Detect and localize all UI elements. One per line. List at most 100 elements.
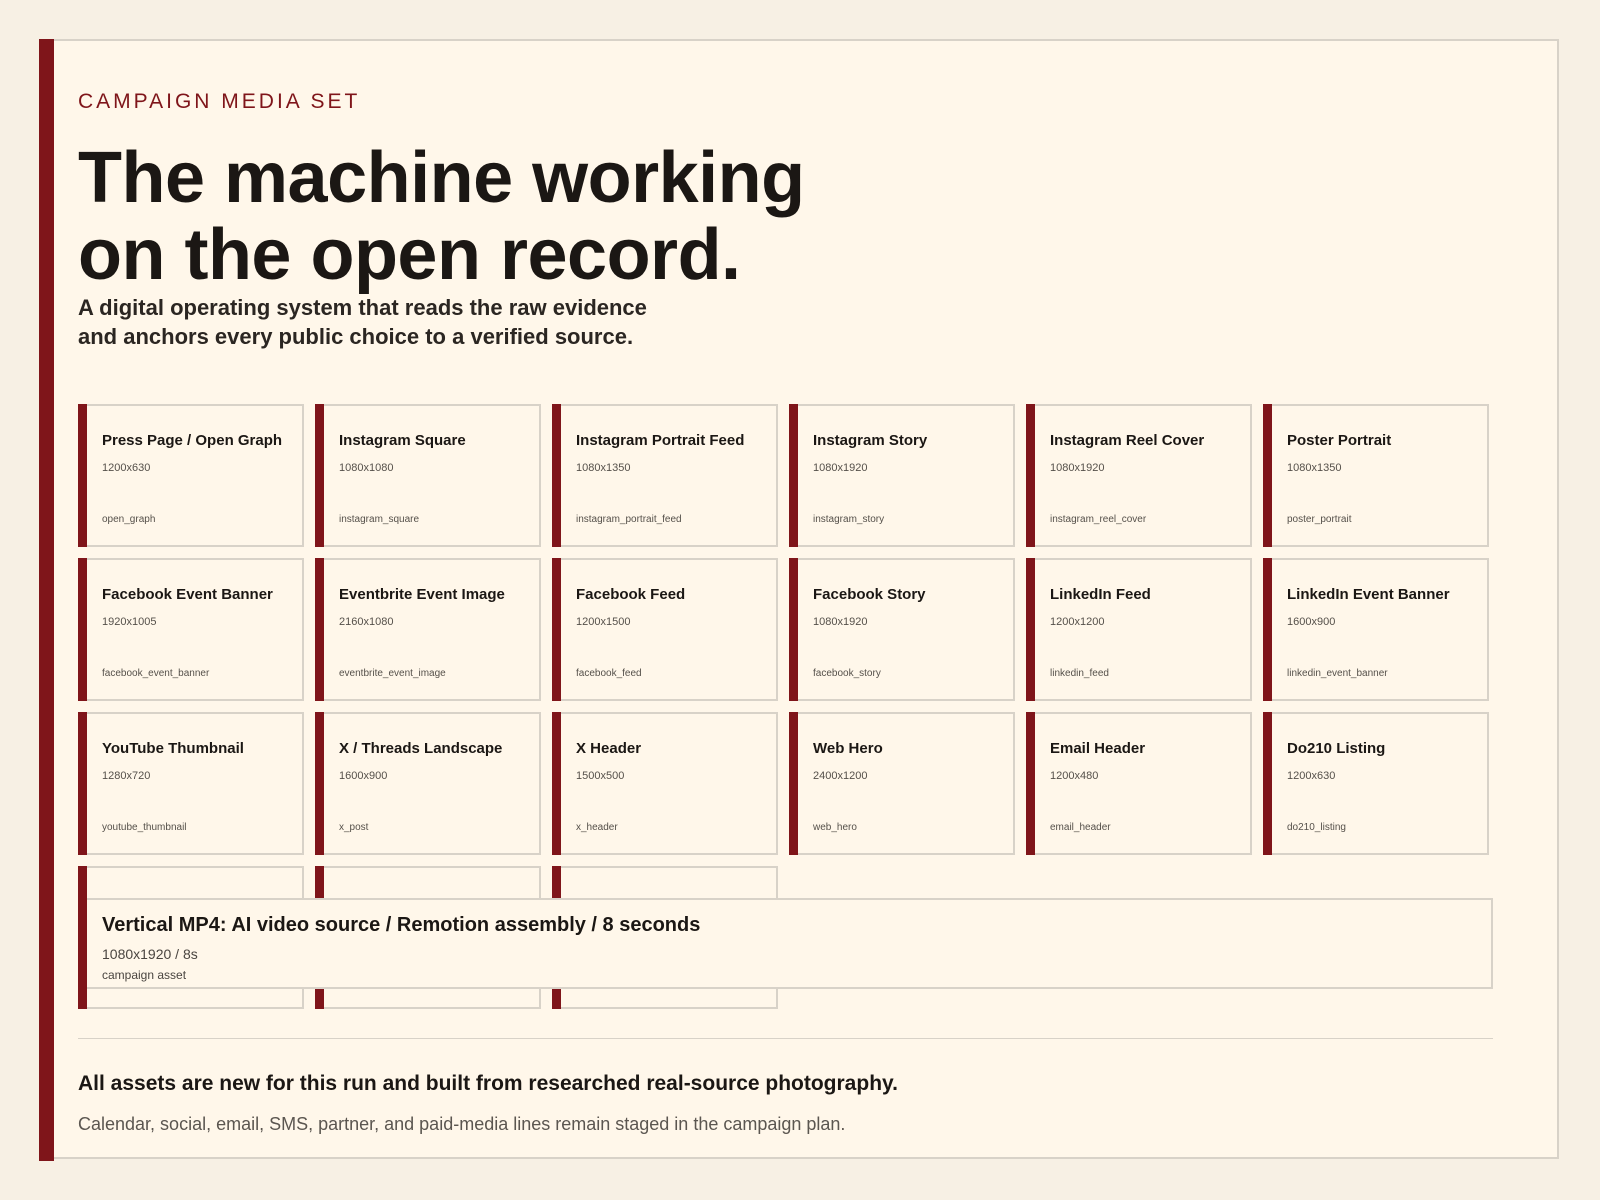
- asset-slug: instagram_portrait_feed: [576, 514, 682, 525]
- asset-card[interactable]: Instagram Reel Cover 1080x1920 instagram_r…: [1026, 404, 1252, 547]
- asset-slug: x_header: [576, 822, 618, 833]
- asset-card-accent: [78, 712, 87, 855]
- asset-title: YouTube Thumbnail: [102, 740, 244, 757]
- asset-dimensions: 1600x900: [339, 770, 388, 782]
- video-asset-meta: 1080x1920 / 8s: [102, 946, 198, 962]
- asset-title: LinkedIn Event Banner: [1287, 586, 1450, 603]
- asset-card-accent: [315, 712, 324, 855]
- asset-dimensions: 1080x1350: [1287, 462, 1342, 474]
- asset-dimensions: 1080x1080: [339, 462, 394, 474]
- asset-title: Poster Portrait: [1287, 432, 1392, 449]
- asset-title: Instagram Square: [339, 432, 466, 449]
- asset-card[interactable]: Press Page / Open Graph 1200x630 open_grap…: [78, 404, 304, 547]
- asset-slug: poster_portrait: [1287, 514, 1352, 525]
- asset-card-accent: [315, 404, 324, 547]
- footer-note: Calendar, social, email, SMS, partner, a…: [78, 1114, 846, 1134]
- asset-slug: facebook_feed: [576, 668, 642, 679]
- asset-title: Instagram Reel Cover: [1050, 432, 1205, 449]
- asset-title: Web Hero: [813, 740, 883, 757]
- asset-card-accent: [1263, 558, 1272, 701]
- asset-card-accent: [552, 712, 561, 855]
- asset-slug: instagram_square: [339, 514, 420, 525]
- asset-card[interactable]: Poster Portrait 1080x1350 poster_portrait: [1263, 404, 1489, 547]
- page-subtitle: A digital operating system that reads th…: [78, 293, 718, 351]
- asset-title: Email Header: [1050, 740, 1146, 757]
- asset-card-accent: [78, 404, 87, 547]
- asset-dimensions: 2400x1200: [813, 770, 868, 782]
- asset-card[interactable]: Web Hero 2400x1200 web_hero: [789, 712, 1015, 855]
- asset-slug: facebook_story: [813, 668, 881, 679]
- asset-card[interactable]: X Header 1500x500 x_header: [552, 712, 778, 855]
- asset-card[interactable]: YouTube Thumbnail 1280x720 youtube_thumbna…: [78, 712, 304, 855]
- asset-card[interactable]: Instagram Story 1080x1920 instagram_story: [789, 404, 1015, 547]
- video-card-accent: [78, 898, 87, 989]
- asset-card-accent: [789, 558, 798, 701]
- asset-card[interactable]: LinkedIn Feed 1200x1200 linkedin_feed: [1026, 558, 1252, 701]
- asset-title: Do210 Listing: [1287, 740, 1386, 757]
- asset-card[interactable]: Facebook Feed 1200x1500 facebook_feed: [552, 558, 778, 701]
- asset-dimensions: 1080x1920: [813, 616, 868, 628]
- asset-slug: eventbrite_event_image: [339, 668, 446, 679]
- asset-card[interactable]: Instagram Portrait Feed 1080x1350 instagra…: [552, 404, 778, 547]
- asset-dimensions: 1200x630: [1287, 770, 1336, 782]
- asset-dimensions: 1500x500: [576, 770, 625, 782]
- asset-card[interactable]: Email Header 1200x480 email_header: [1026, 712, 1252, 855]
- asset-card-accent: [789, 404, 798, 547]
- asset-card-accent: [78, 558, 87, 701]
- asset-title: X / Threads Landscape: [339, 740, 503, 757]
- asset-card-accent: [1026, 558, 1035, 701]
- asset-dimensions: 1600x900: [1287, 616, 1336, 628]
- asset-title: Press Page / Open Graph: [102, 432, 283, 449]
- asset-card[interactable]: LinkedIn Event Banner 1600x900 linkedin_ev…: [1263, 558, 1489, 701]
- asset-dimensions: 1200x480: [1050, 770, 1099, 782]
- eyebrow-label: CAMPAIGN MEDIA SET: [78, 90, 361, 113]
- asset-title: Facebook Story: [813, 586, 926, 603]
- asset-slug: facebook_event_banner: [102, 668, 210, 679]
- asset-title: Eventbrite Event Image: [339, 586, 505, 603]
- asset-card-accent: [552, 404, 561, 547]
- subtitle-line-2: and anchors every public choice to a ver…: [78, 324, 634, 349]
- asset-title: X Header: [576, 740, 642, 757]
- asset-card-accent: [552, 558, 561, 701]
- video-asset-card[interactable]: Vertical MP4: AI video source / Remotion…: [78, 898, 1493, 989]
- page-title: The machine working on the open record.: [78, 140, 805, 294]
- asset-title: Facebook Feed: [576, 586, 686, 603]
- panel-accent-bar: [39, 39, 54, 1161]
- asset-slug: do210_listing: [1287, 822, 1346, 833]
- asset-slug: linkedin_feed: [1050, 668, 1109, 679]
- asset-slug: open_graph: [102, 514, 156, 525]
- asset-slug: linkedin_event_banner: [1287, 668, 1388, 679]
- asset-slug: web_hero: [813, 822, 857, 833]
- asset-slug: instagram_story: [813, 514, 885, 525]
- asset-slug: x_post: [339, 822, 369, 833]
- video-asset-note: campaign asset: [102, 968, 187, 982]
- footer-divider: [78, 1038, 1493, 1039]
- title-line-1: The machine working: [78, 138, 805, 218]
- asset-card[interactable]: Facebook Event Banner 1920x1005 facebook_e…: [78, 558, 304, 701]
- footer-statement: All assets are new for this run and buil…: [78, 1072, 898, 1095]
- asset-dimensions: 1200x1200: [1050, 616, 1105, 628]
- asset-dimensions: 1200x1500: [576, 616, 631, 628]
- asset-dimensions: 1080x1920: [813, 462, 868, 474]
- asset-card[interactable]: Instagram Square 1080x1080 instagram_squar…: [315, 404, 541, 547]
- asset-slug: youtube_thumbnail: [102, 822, 187, 833]
- asset-slug: email_header: [1050, 822, 1111, 833]
- asset-card[interactable]: Do210 Listing 1200x630 do210_listing: [1263, 712, 1489, 855]
- asset-card-accent: [315, 558, 324, 701]
- asset-title: Instagram Portrait Feed: [576, 432, 745, 449]
- asset-title: Facebook Event Banner: [102, 586, 273, 603]
- asset-card[interactable]: X / Threads Landscape 1600x900 x_post: [315, 712, 541, 855]
- asset-card-accent: [789, 712, 798, 855]
- asset-dimensions: 1080x1920: [1050, 462, 1105, 474]
- asset-dimensions: 1920x1005: [102, 616, 157, 628]
- asset-card[interactable]: Facebook Story 1080x1920 facebook_story: [789, 558, 1015, 701]
- asset-dimensions: 1080x1350: [576, 462, 631, 474]
- asset-title: Instagram Story: [813, 432, 928, 449]
- asset-dimensions: 1280x720: [102, 770, 151, 782]
- asset-card-accent: [1263, 712, 1272, 855]
- asset-card[interactable]: Eventbrite Event Image 2160x1080 eventbrit…: [315, 558, 541, 701]
- title-line-2: on the open record.: [78, 215, 741, 295]
- subtitle-line-1: A digital operating system that reads th…: [78, 295, 647, 320]
- asset-slug: instagram_reel_cover: [1050, 514, 1147, 525]
- asset-dimensions: 2160x1080: [339, 616, 394, 628]
